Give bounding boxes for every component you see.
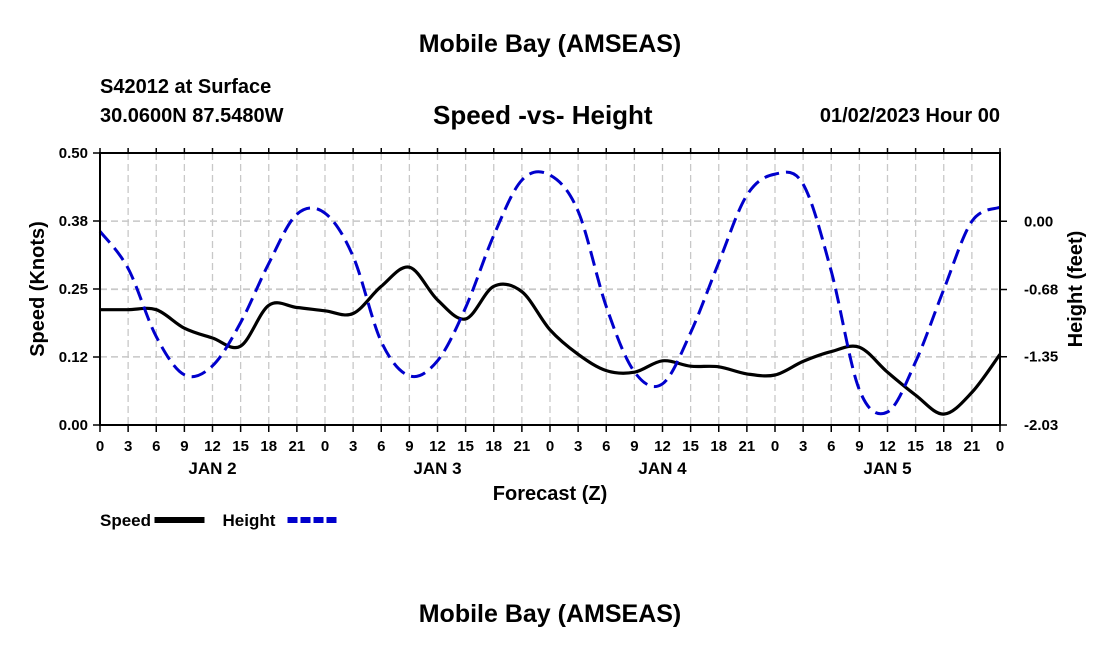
- x-tick-label: 6: [377, 438, 385, 455]
- y-left-tick-label: 0.50: [59, 145, 88, 162]
- x-tick-label: 9: [855, 438, 863, 455]
- chart-subtitle: Speed -vs- Height: [433, 100, 653, 130]
- day-label: JAN 2: [188, 459, 236, 478]
- x-tick-label: 12: [879, 438, 896, 455]
- y-left-tick-label: 0.12: [59, 349, 88, 366]
- x-tick-label: 3: [124, 438, 132, 455]
- axes: 0 3 6 9 12 15 18 21 0 3 6 9 12 15 18 21 0 3 6 9 12 15 18 21 0 3 6 9…: [59, 145, 1058, 478]
- x-tick-label: 3: [799, 438, 807, 455]
- x-tick-label: 21: [289, 438, 306, 455]
- x-tick-label: 0: [96, 438, 104, 455]
- forecast-datetime: 01/02/2023 Hour 00: [819, 105, 1000, 127]
- x-tick-label: 0: [771, 438, 779, 455]
- day-label: JAN 4: [638, 459, 687, 478]
- x-tick-label: 15: [232, 438, 249, 455]
- series-line-speed: [100, 265, 1002, 416]
- series-layer: [98, 170, 1002, 416]
- y-axis-right-label: Height (feet): [1065, 231, 1087, 348]
- y-left-tick-label: 0.00: [59, 417, 88, 434]
- x-tick-label: 18: [935, 438, 952, 455]
- x-tick-label: 0: [546, 438, 554, 455]
- x-tick-label: 6: [152, 438, 160, 455]
- legend-label-speed: Speed: [100, 511, 151, 530]
- x-tick-label: 15: [682, 438, 699, 455]
- y-axis-left-label: Speed (Knots): [27, 221, 49, 357]
- station-coordinates: 30.0600N 87.5480W: [100, 105, 284, 127]
- y-right-tick-label: -0.68: [1024, 282, 1058, 299]
- x-tick-label: 0: [321, 438, 329, 455]
- x-tick-label: 12: [429, 438, 446, 455]
- x-tick-label: 9: [180, 438, 188, 455]
- x-tick-label: 21: [514, 438, 531, 455]
- legend-label-height: Height: [223, 511, 276, 530]
- series-line-height: [98, 170, 1001, 416]
- day-label: JAN 5: [863, 459, 911, 478]
- x-axis-label: Forecast (Z): [493, 483, 607, 505]
- x-tick-label: 18: [260, 438, 277, 455]
- x-tick-label: 15: [907, 438, 924, 455]
- x-tick-label: 0: [996, 438, 1004, 455]
- station-label: S42012 at Surface: [100, 76, 272, 98]
- day-label: JAN 3: [413, 459, 461, 478]
- chart-main-title: Mobile Bay (AMSEAS): [418, 30, 682, 58]
- x-tick-label: 3: [349, 438, 357, 455]
- legend: Speed Height: [100, 511, 338, 530]
- x-tick-label: 9: [405, 438, 413, 455]
- x-tick-label: 18: [710, 438, 727, 455]
- grid-lines: [100, 153, 1000, 425]
- x-tick-label: 21: [739, 438, 756, 455]
- x-tick-label: 15: [457, 438, 474, 455]
- y-right-tick-label: 0.00: [1024, 213, 1053, 230]
- x-tick-label: 21: [964, 438, 981, 455]
- y-left-tick-label: 0.25: [59, 281, 88, 298]
- x-tick-label: 18: [485, 438, 502, 455]
- x-tick-label: 6: [827, 438, 835, 455]
- y-right-tick-label: -1.35: [1024, 349, 1058, 366]
- x-tick-label: 12: [654, 438, 671, 455]
- y-left-tick-label: 0.38: [59, 213, 88, 230]
- x-tick-label: 9: [630, 438, 638, 455]
- y-right-tick-label: -2.03: [1024, 417, 1058, 434]
- next-chart-title: Mobile Bay (AMSEAS): [418, 600, 682, 628]
- x-tick-label: 3: [574, 438, 582, 455]
- x-tick-label: 12: [204, 438, 221, 455]
- x-tick-label: 6: [602, 438, 610, 455]
